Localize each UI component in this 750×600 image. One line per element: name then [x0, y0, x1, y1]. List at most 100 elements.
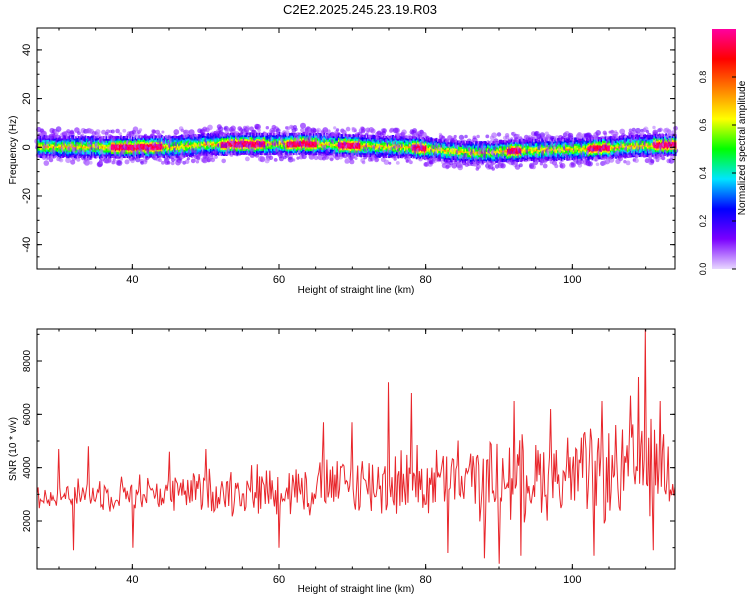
spectrogram-cell — [340, 145, 343, 149]
spectrogram-cell — [72, 137, 75, 140]
spectrogram-cell — [382, 139, 385, 143]
spectrogram-cell — [84, 159, 90, 166]
spectrogram-cell — [87, 153, 90, 157]
spectrogram-cell — [338, 137, 340, 140]
spectrogram-cell — [418, 139, 421, 142]
spectrogram-cell — [505, 135, 510, 140]
spectrogram-cell — [492, 145, 495, 148]
spectrogram-cell — [504, 147, 507, 151]
spectrogram-cell — [264, 152, 266, 156]
spectrogram-cell — [492, 160, 495, 164]
spectrogram-cell — [464, 148, 467, 152]
spectrogram-cell — [216, 134, 219, 138]
spectrogram-cell — [485, 153, 488, 156]
spectrogram-cell — [269, 144, 272, 148]
spectrogram-cell — [505, 144, 508, 147]
spectrogram-cell — [299, 132, 302, 135]
spectrogram-cell — [213, 152, 216, 156]
spectrogram-cell — [216, 148, 219, 152]
spectrogram-cell — [270, 150, 273, 153]
spectrogram-cell — [352, 149, 355, 153]
spectrogram-cell — [320, 139, 323, 143]
spectrogram-cell — [203, 144, 206, 148]
spectrogram-cell — [310, 142, 313, 146]
spectrogram-cell — [275, 134, 278, 137]
spectrogram-cell — [151, 136, 154, 139]
spectrogram-cell — [398, 135, 401, 139]
spectrogram-cell — [364, 140, 367, 144]
spectrogram-cell — [47, 151, 50, 154]
spectrogram-cell — [190, 150, 192, 154]
spectrogram-cell — [421, 137, 423, 140]
spectrogram-cell — [39, 139, 42, 143]
spectrogram-cell — [117, 147, 120, 151]
spectrogram-cell — [289, 148, 291, 152]
spectrogram-cell — [299, 136, 302, 139]
spectrogram-cell — [249, 140, 252, 143]
spectrogram-cell — [150, 137, 153, 140]
spectrogram-cell — [505, 156, 508, 159]
spectrogram-cell — [67, 153, 70, 157]
spectrogram-cell — [278, 147, 281, 151]
spectrogram-cell — [184, 150, 187, 153]
spectrogram-cell — [55, 126, 62, 132]
spectrogram-cell — [146, 139, 149, 143]
spectrogram-cell — [203, 135, 206, 138]
spectrogram-cell — [365, 137, 368, 140]
spectrogram-cell — [318, 139, 321, 142]
spectrogram-cell — [199, 134, 202, 137]
spectrogram-cell — [407, 141, 410, 145]
spectrogram-cell — [305, 140, 307, 144]
spectrogram-cell — [365, 141, 368, 144]
spectrogram-cell — [252, 142, 255, 146]
spectrogram-cell — [365, 150, 368, 154]
spectrogram-cell — [113, 147, 116, 151]
spectrogram-cell — [96, 147, 99, 151]
spectrogram-cell — [55, 137, 58, 140]
spectrogram-cell — [153, 151, 156, 155]
spectrogram-cell — [58, 144, 60, 148]
spectrogram-cell — [306, 132, 309, 135]
spectrogram-cell — [213, 143, 216, 146]
spectrogram-cell — [55, 152, 58, 156]
spectrogram-cell — [459, 146, 462, 149]
spectrogram-cell — [281, 144, 284, 148]
spectrogram-cell — [291, 137, 294, 140]
spectrogram-cell — [426, 150, 429, 154]
spectrogram-cell — [258, 132, 261, 136]
spectrogram-cell — [487, 146, 489, 149]
spectrogram-cell — [166, 161, 171, 165]
spectrogram-cell — [136, 144, 138, 147]
spectrogram-cell — [136, 136, 138, 139]
spectrogram-cell — [381, 134, 384, 138]
spectrogram-cell — [184, 148, 187, 151]
spectrogram-cell — [269, 146, 272, 150]
spectrogram-cell — [107, 140, 109, 143]
spectrogram-cell — [252, 140, 255, 144]
spectrogram-cell — [239, 139, 241, 142]
spectrogram-cell — [229, 146, 232, 149]
spectrogram-cell — [77, 142, 80, 145]
spectrogram-cell — [269, 150, 272, 153]
spectrogram-cell — [311, 141, 314, 144]
spectrogram-cell — [334, 137, 336, 141]
spectrogram-cell — [186, 146, 189, 150]
spectrogram-cell — [493, 143, 496, 146]
spectrogram-cell — [211, 150, 214, 154]
spectrogram-cell — [117, 136, 120, 139]
spectrogram-cell — [319, 144, 322, 148]
spectrogram-cell — [212, 144, 215, 148]
spectrogram-cell — [301, 138, 303, 142]
spectrogram-cell — [437, 154, 439, 158]
spectrogram-cell — [71, 150, 74, 154]
spectrogram-cell — [458, 148, 460, 151]
spectrogram-cell — [77, 140, 80, 143]
spectrogram-cell — [117, 151, 120, 155]
spectrogram-cell — [246, 132, 249, 136]
spectrogram-cell — [216, 146, 219, 150]
spectrogram-cell — [323, 150, 326, 153]
spectrogram-cell — [487, 157, 489, 161]
spectrogram-cell — [221, 141, 224, 144]
spectrogram-cell — [460, 154, 463, 157]
spectrogram-cell — [497, 141, 500, 144]
